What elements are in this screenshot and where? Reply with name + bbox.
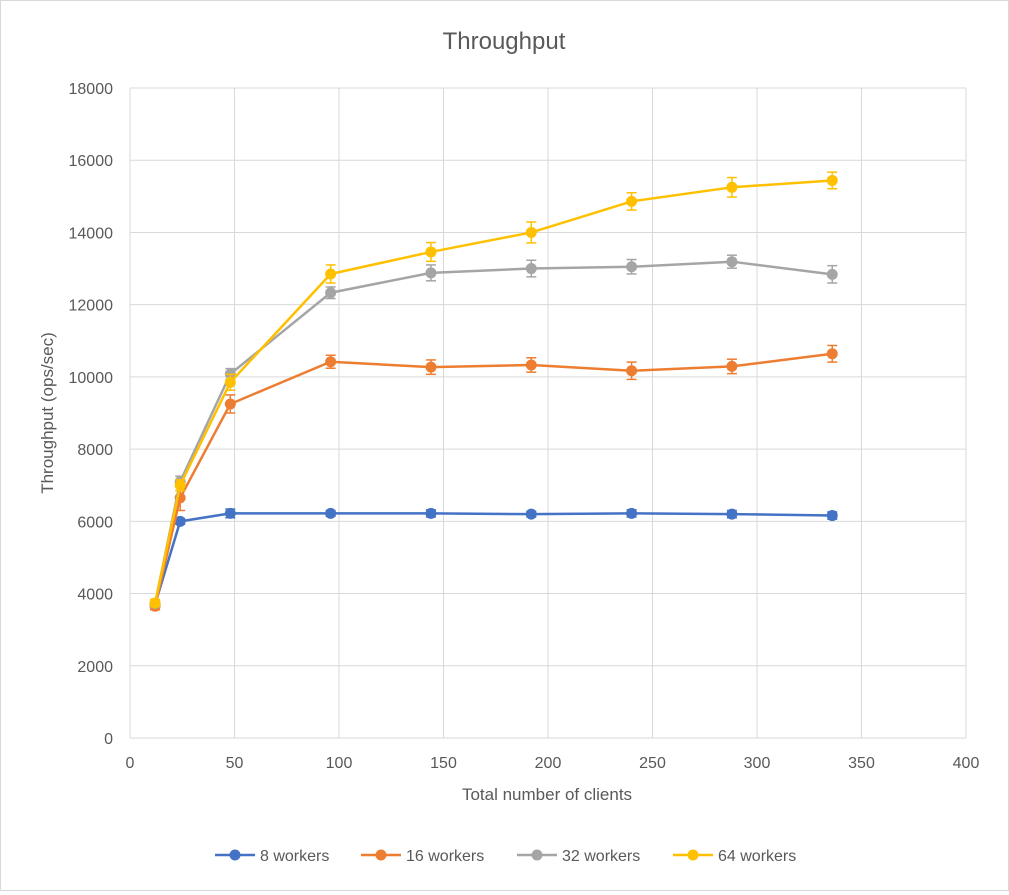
data-point bbox=[174, 515, 186, 527]
series-1 bbox=[149, 344, 838, 612]
data-point bbox=[726, 508, 738, 520]
data-point bbox=[525, 359, 537, 371]
y-tick-label: 14000 bbox=[69, 225, 114, 242]
data-point bbox=[626, 365, 638, 377]
data-point bbox=[325, 268, 337, 280]
data-point bbox=[826, 268, 838, 280]
data-point bbox=[626, 195, 638, 207]
x-tick-label: 0 bbox=[126, 755, 135, 772]
y-axis-title: Throughput (ops/sec) bbox=[38, 332, 57, 494]
y-tick-label: 6000 bbox=[77, 514, 113, 531]
data-point bbox=[325, 287, 337, 299]
gridlines bbox=[129, 87, 967, 739]
series-line bbox=[153, 512, 833, 605]
data-point bbox=[525, 226, 537, 238]
data-point bbox=[325, 356, 337, 368]
data-point bbox=[726, 181, 738, 193]
data-point bbox=[425, 361, 437, 373]
x-tick-label: 100 bbox=[326, 755, 353, 772]
legend-marker bbox=[531, 849, 543, 861]
data-point bbox=[826, 510, 838, 522]
x-axis-title: Total number of clients bbox=[462, 785, 632, 804]
data-point bbox=[826, 174, 838, 186]
x-tick-label: 50 bbox=[226, 755, 244, 772]
legend-item: 8 workers bbox=[215, 848, 329, 865]
legend-marker bbox=[229, 849, 241, 861]
y-tick-label: 18000 bbox=[69, 81, 114, 98]
x-tick-label: 200 bbox=[535, 755, 562, 772]
y-tick-label: 16000 bbox=[69, 153, 114, 170]
axis-ticks: 0200040006000800010000120001400016000180… bbox=[69, 81, 980, 772]
legend-label: 8 workers bbox=[260, 848, 329, 865]
legend: 8 workers 16 workers 32 workers 64 workers bbox=[215, 848, 796, 865]
series-plot bbox=[149, 171, 838, 612]
legend-item: 16 workers bbox=[361, 848, 484, 865]
data-point bbox=[325, 507, 337, 519]
data-point bbox=[826, 348, 838, 360]
x-tick-label: 250 bbox=[639, 755, 666, 772]
data-point bbox=[224, 376, 236, 388]
data-point bbox=[525, 508, 537, 520]
data-point bbox=[726, 360, 738, 372]
legend-label: 64 workers bbox=[718, 848, 796, 865]
y-tick-label: 4000 bbox=[77, 587, 113, 604]
x-tick-label: 150 bbox=[430, 755, 457, 772]
series-2 bbox=[149, 254, 838, 610]
y-tick-label: 0 bbox=[104, 731, 113, 748]
y-tick-label: 2000 bbox=[77, 659, 113, 676]
legend-item: 64 workers bbox=[673, 848, 796, 865]
y-tick-label: 8000 bbox=[77, 442, 113, 459]
series-3 bbox=[149, 171, 838, 609]
legend-item: 32 workers bbox=[517, 848, 640, 865]
series-line bbox=[153, 260, 833, 604]
data-point bbox=[425, 507, 437, 519]
x-tick-label: 400 bbox=[953, 755, 980, 772]
legend-marker bbox=[375, 849, 387, 861]
series-line bbox=[153, 352, 833, 607]
data-point bbox=[224, 507, 236, 519]
legend-label: 16 workers bbox=[406, 848, 484, 865]
data-point bbox=[224, 398, 236, 410]
data-point bbox=[174, 479, 186, 491]
legend-label: 32 workers bbox=[562, 848, 640, 865]
x-tick-label: 350 bbox=[848, 755, 875, 772]
data-point bbox=[425, 246, 437, 258]
data-point bbox=[626, 507, 638, 519]
legend-marker bbox=[687, 849, 699, 861]
data-point bbox=[626, 261, 638, 273]
y-tick-label: 12000 bbox=[69, 298, 114, 315]
data-point bbox=[525, 263, 537, 275]
chart-title: Throughput bbox=[443, 28, 566, 55]
series-0 bbox=[149, 507, 838, 610]
data-point bbox=[726, 256, 738, 268]
data-point bbox=[149, 597, 161, 609]
data-point bbox=[425, 267, 437, 279]
x-tick-label: 300 bbox=[744, 755, 771, 772]
y-tick-label: 10000 bbox=[69, 370, 114, 387]
